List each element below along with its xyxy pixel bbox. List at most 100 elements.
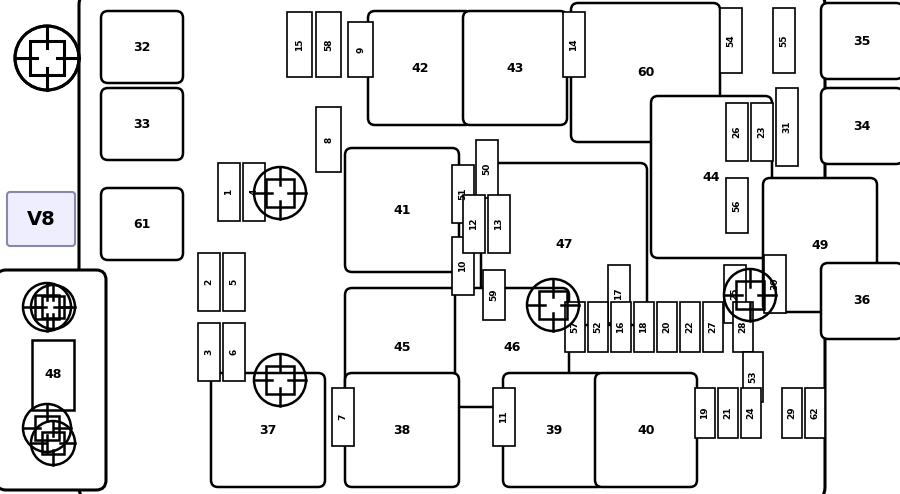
Text: 53: 53: [749, 371, 758, 383]
Text: 42: 42: [411, 61, 428, 75]
Text: 30: 30: [770, 278, 779, 290]
Bar: [452, 237, 474, 295]
Text: 54: 54: [726, 34, 735, 47]
Text: 51: 51: [458, 188, 467, 200]
Bar: [724, 265, 746, 323]
Bar: [218, 163, 240, 221]
Bar: [680, 302, 700, 352]
Bar: [32, 340, 74, 410]
Text: 4: 4: [249, 189, 258, 195]
Text: 59: 59: [490, 288, 499, 301]
Bar: [332, 388, 354, 446]
Bar: [488, 195, 510, 253]
Bar: [198, 253, 220, 311]
Bar: [223, 323, 245, 381]
Text: 1: 1: [224, 189, 233, 195]
Text: 7: 7: [338, 414, 347, 420]
Text: 31: 31: [782, 121, 791, 133]
Text: 46: 46: [503, 341, 521, 354]
Bar: [611, 302, 631, 352]
Text: 45: 45: [393, 341, 410, 354]
Text: 27: 27: [708, 321, 717, 333]
Text: 21: 21: [724, 407, 733, 419]
Text: 6: 6: [230, 349, 238, 355]
Text: 36: 36: [853, 294, 870, 307]
FancyBboxPatch shape: [7, 192, 75, 246]
Bar: [287, 12, 312, 77]
Bar: [266, 179, 293, 206]
Bar: [31, 41, 64, 75]
Text: 22: 22: [686, 321, 695, 333]
Bar: [764, 255, 786, 313]
Text: 32: 32: [133, 41, 150, 53]
FancyBboxPatch shape: [101, 88, 183, 160]
Text: 13: 13: [494, 218, 503, 230]
Bar: [608, 265, 630, 323]
Bar: [198, 323, 220, 381]
Bar: [726, 178, 748, 233]
Bar: [41, 432, 65, 454]
Text: 18: 18: [640, 321, 649, 333]
FancyBboxPatch shape: [481, 163, 647, 325]
Bar: [476, 140, 498, 198]
Text: 52: 52: [593, 321, 602, 333]
Text: 26: 26: [733, 126, 742, 138]
Bar: [720, 8, 742, 73]
Text: 8: 8: [324, 136, 333, 143]
FancyBboxPatch shape: [345, 288, 459, 407]
Text: 38: 38: [393, 423, 410, 437]
Text: 58: 58: [324, 38, 333, 51]
FancyBboxPatch shape: [463, 11, 567, 125]
Bar: [565, 302, 585, 352]
Text: 57: 57: [571, 321, 580, 333]
Bar: [223, 253, 245, 311]
FancyBboxPatch shape: [345, 148, 459, 272]
Bar: [743, 352, 763, 402]
FancyBboxPatch shape: [763, 178, 877, 312]
Bar: [452, 165, 474, 223]
Text: 28: 28: [739, 321, 748, 333]
FancyBboxPatch shape: [503, 373, 605, 487]
Text: 47: 47: [555, 238, 572, 250]
Bar: [736, 282, 763, 309]
Text: 24: 24: [746, 407, 755, 419]
Bar: [41, 295, 65, 319]
Text: 5: 5: [230, 279, 238, 285]
Text: 61: 61: [133, 217, 150, 231]
FancyBboxPatch shape: [345, 373, 459, 487]
Bar: [733, 302, 753, 352]
FancyBboxPatch shape: [101, 11, 183, 83]
Bar: [695, 388, 715, 438]
Text: 2: 2: [204, 279, 213, 285]
Bar: [34, 415, 59, 441]
Bar: [726, 103, 748, 161]
FancyBboxPatch shape: [79, 0, 825, 494]
Bar: [634, 302, 654, 352]
Bar: [493, 388, 515, 446]
Bar: [805, 388, 825, 438]
Text: 19: 19: [700, 407, 709, 419]
Bar: [776, 88, 798, 166]
Text: 55: 55: [779, 34, 788, 47]
Bar: [773, 8, 795, 73]
Text: 44: 44: [703, 170, 720, 183]
FancyBboxPatch shape: [821, 263, 900, 339]
FancyBboxPatch shape: [821, 88, 900, 164]
Text: 43: 43: [507, 61, 524, 75]
FancyBboxPatch shape: [101, 188, 183, 260]
Bar: [31, 41, 64, 75]
Text: 48: 48: [44, 369, 62, 381]
Text: V8: V8: [27, 209, 56, 229]
FancyBboxPatch shape: [595, 373, 697, 487]
Bar: [588, 302, 608, 352]
Text: 9: 9: [356, 46, 365, 53]
FancyBboxPatch shape: [0, 270, 106, 490]
Bar: [266, 367, 293, 394]
Text: 25: 25: [731, 288, 740, 300]
Text: 23: 23: [758, 126, 767, 138]
Bar: [782, 388, 802, 438]
Text: 35: 35: [853, 35, 870, 47]
Text: 34: 34: [853, 120, 870, 132]
Text: 3: 3: [204, 349, 213, 355]
Text: 50: 50: [482, 163, 491, 175]
